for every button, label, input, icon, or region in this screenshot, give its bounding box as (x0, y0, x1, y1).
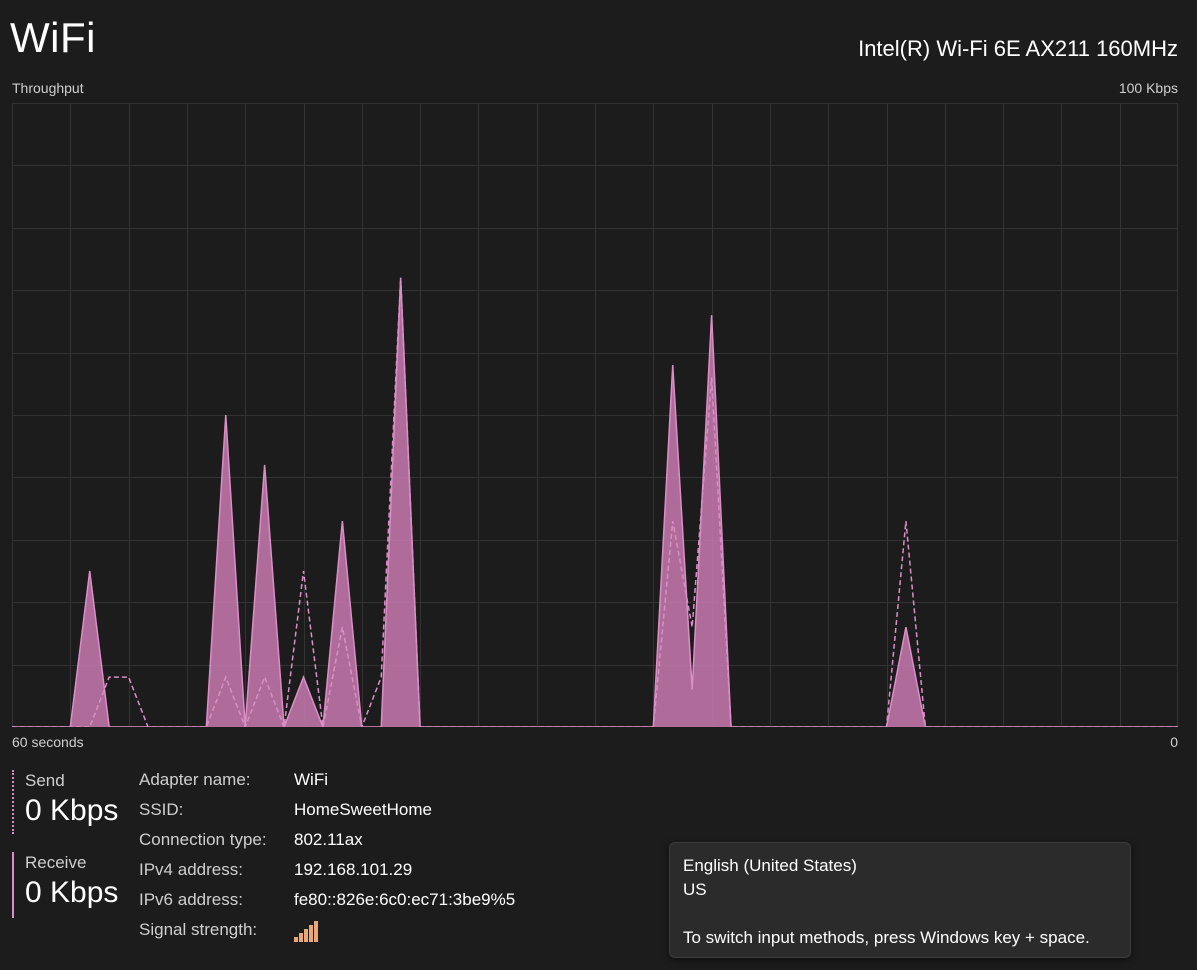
x-axis-right-label: 0 (1170, 734, 1178, 750)
connection-type-value: 802.11ax (294, 830, 363, 849)
signal-strength-label: Signal strength: (139, 920, 258, 939)
page-title: WiFi (10, 14, 96, 61)
ipv4-label: IPv4 address: (139, 860, 243, 879)
signal-bars-icon (294, 920, 320, 942)
input-method-tooltip: English (United States) US To switch inp… (669, 842, 1131, 958)
adapter-model: Intel(R) Wi-Fi 6E AX211 160MHz (858, 36, 1178, 61)
adapter-name-label: Adapter name: (139, 770, 251, 789)
receive-label: Receive (25, 853, 87, 872)
throughput-chart (12, 103, 1178, 727)
ssid-label: SSID: (139, 800, 184, 819)
ipv4-value: 192.168.101.29 (294, 860, 413, 879)
ipv6-value: fe80::826e:6c0:ec71:3be9%5 (294, 890, 516, 909)
send-label: Send (25, 771, 65, 790)
tooltip-spacer (683, 902, 1117, 926)
chart-max-label: 100 Kbps (1118, 80, 1178, 96)
chart-title: Throughput (12, 80, 84, 96)
send-value: 0 Kbps (25, 794, 119, 827)
ssid-value: HomeSweetHome (294, 800, 432, 819)
signal-value (294, 920, 320, 942)
receive-value: 0 Kbps (25, 876, 119, 909)
send-stat[interactable]: Send 0 Kbps (12, 770, 118, 834)
connection-type-label: Connection type: (139, 830, 267, 849)
adapter-name-value: WiFi (294, 770, 328, 789)
tooltip-layout: US (683, 880, 707, 899)
tooltip-hint: To switch input methods, press Windows k… (683, 928, 1090, 947)
receive-stat[interactable]: Receive 0 Kbps (12, 852, 118, 918)
ipv6-label: IPv6 address: (139, 890, 243, 909)
x-axis-left-label: 60 seconds (12, 734, 84, 750)
tooltip-language: English (United States) (683, 856, 857, 875)
